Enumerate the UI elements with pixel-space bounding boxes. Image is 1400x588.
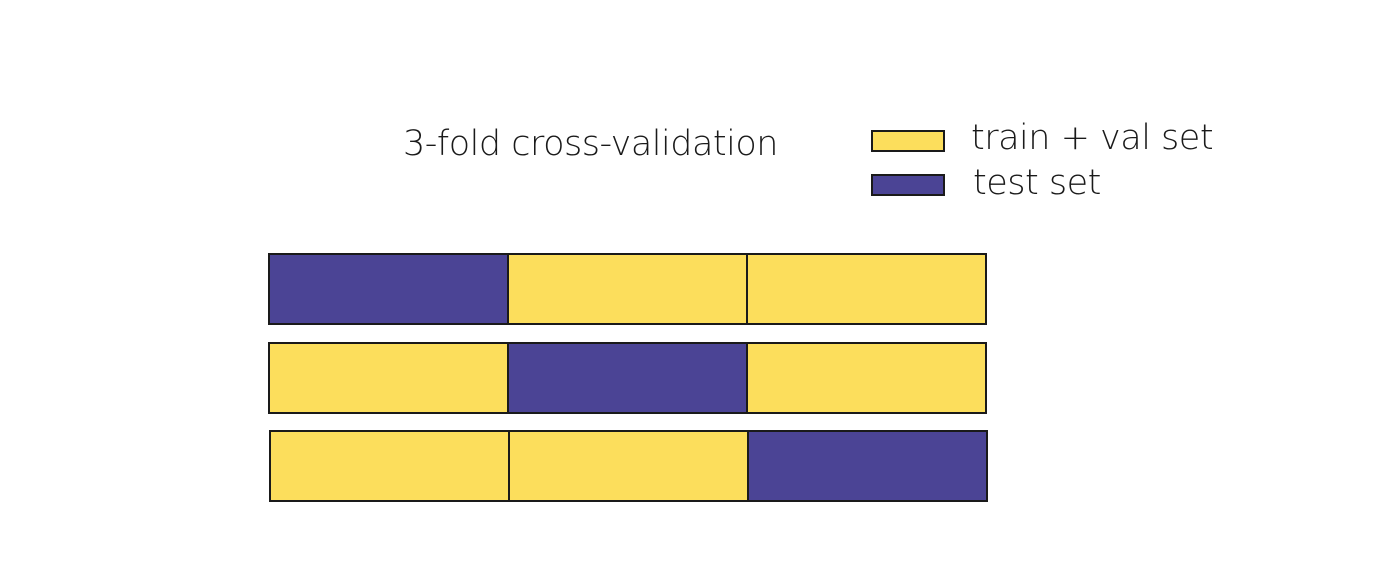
fold-3-segment-2: [508, 432, 747, 500]
fold-1-segment-3: [746, 255, 985, 323]
fold-2-segment-1: [270, 344, 507, 412]
legend-label-test: test set: [973, 163, 1101, 203]
legend-swatch-test: [871, 174, 945, 196]
fold-3-segment-3: [747, 432, 986, 500]
fold-row-2: [268, 342, 987, 414]
fold-row-1: [268, 253, 987, 325]
fold-2-segment-2: [507, 344, 746, 412]
legend-label-train-val: train + val set: [971, 118, 1214, 158]
fold-2-segment-3: [746, 344, 985, 412]
fold-row-3: [269, 430, 988, 502]
diagram-title: 3-fold cross-validation: [403, 124, 778, 164]
fold-1-segment-2: [507, 255, 746, 323]
fold-1-segment-1: [270, 255, 507, 323]
fold-3-segment-1: [271, 432, 508, 500]
legend-swatch-train-val: [871, 130, 945, 152]
